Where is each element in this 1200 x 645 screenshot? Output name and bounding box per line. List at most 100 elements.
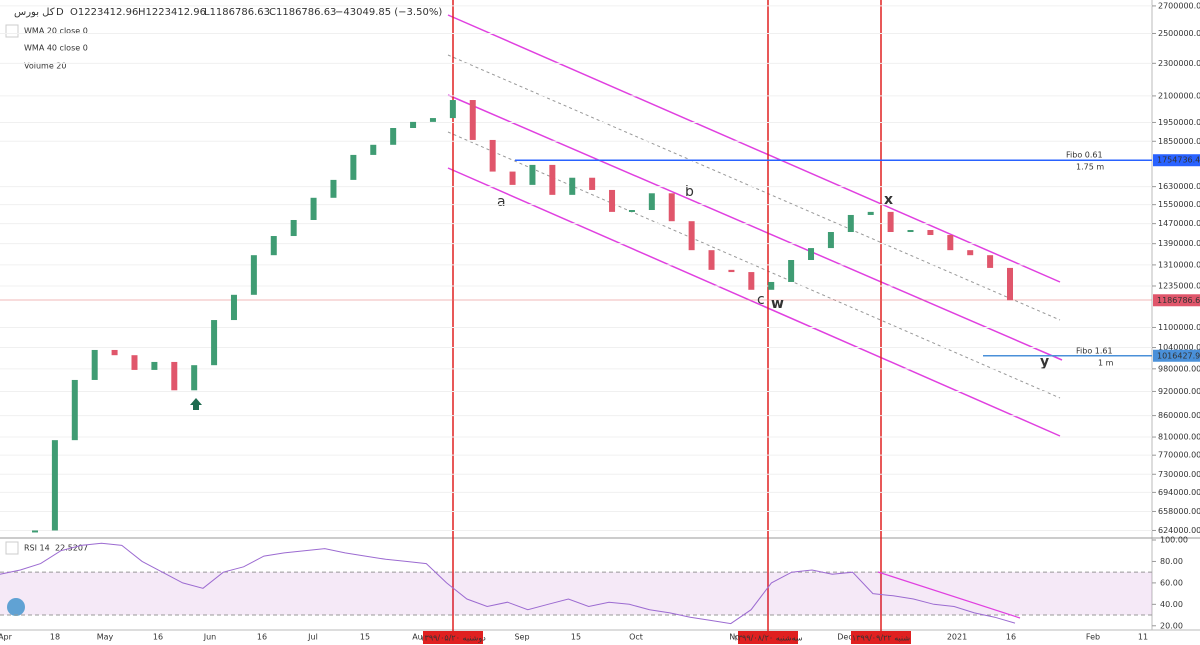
- channel-line: [447, 94, 1063, 361]
- x-tick-label: Oct: [629, 633, 643, 642]
- y-tick-label: 1470000.00: [1158, 219, 1200, 228]
- x-tick-label: 16: [153, 633, 163, 642]
- fibo-sub: 1 m: [1098, 358, 1114, 367]
- x-tick-label: 16: [1006, 633, 1016, 642]
- candle: [907, 230, 914, 233]
- y-tick-label: 1950000.00: [1158, 118, 1200, 127]
- candle: [987, 255, 994, 268]
- arrow-up: [190, 398, 202, 410]
- symbol: کل بورس: [14, 7, 55, 18]
- candle: [211, 320, 218, 366]
- x-tick-label: Apr: [0, 633, 13, 642]
- y-tick-label: 100.00: [1160, 536, 1188, 545]
- candle: [847, 214, 854, 233]
- channel-line: [447, 14, 1061, 283]
- collapse-button[interactable]: [5, 24, 19, 38]
- candle: [489, 139, 496, 172]
- candle: [967, 250, 974, 256]
- candle: [668, 193, 675, 222]
- y-tick-label: 80.00: [1160, 557, 1183, 566]
- indicator: Volume 20: [24, 62, 66, 71]
- x-tick-label: 15: [571, 633, 581, 642]
- date-marker: [851, 631, 911, 644]
- ohlc-low: L1186786.63: [204, 7, 270, 18]
- x-tick-label: 11: [1138, 633, 1148, 642]
- x-tick-label: 2021: [947, 633, 967, 642]
- candle: [350, 154, 357, 180]
- candle: [569, 177, 576, 195]
- candle: [410, 121, 417, 128]
- candle: [131, 355, 138, 370]
- date-marker-label: دوشنبه ۱۳۹۹/۰۵/۲۰: [420, 634, 486, 643]
- y-tick-label: 1100000.00: [1158, 323, 1200, 332]
- candle: [429, 118, 436, 122]
- wave-label: y: [1040, 354, 1049, 370]
- y-tick-label: 920000.00: [1158, 387, 1200, 396]
- y-tick-label: 1040000.00: [1158, 343, 1200, 352]
- x-tick-label: Nov: [729, 633, 745, 642]
- candle: [867, 211, 874, 215]
- candle: [151, 361, 158, 370]
- candle: [927, 230, 934, 236]
- indicator: WMA 20 close 0: [24, 27, 88, 36]
- candle: [449, 100, 456, 119]
- price-tag: [1153, 349, 1200, 362]
- candle: [111, 349, 118, 356]
- rsi-title: RSI 14: [24, 544, 50, 553]
- settings-icon[interactable]: [1170, 631, 1192, 644]
- y-tick-label: 1390000.00: [1158, 239, 1200, 248]
- y-tick-label: 2500000.00: [1158, 29, 1200, 38]
- candle: [270, 236, 277, 256]
- y-tick-label: 2100000.00: [1158, 91, 1200, 100]
- candle: [71, 379, 78, 441]
- y-tick-label: 624000.00: [1158, 526, 1200, 535]
- candle: [191, 365, 198, 391]
- price-tag-label: 1016427.93: [1157, 351, 1200, 360]
- candle: [91, 349, 98, 380]
- collapse-button[interactable]: [5, 541, 19, 555]
- price-tag-label: 1754736.49: [1157, 156, 1200, 165]
- y-tick-label: 980000.00: [1158, 364, 1200, 373]
- fibo-label: Fibo 0.61: [1066, 151, 1103, 160]
- logo: [7, 598, 25, 616]
- interval: D: [56, 7, 64, 18]
- wave-label: b: [685, 184, 694, 200]
- wave-label: a: [497, 194, 506, 210]
- x-tick-label: Jul: [307, 633, 318, 642]
- y-tick-label: 1310000.00: [1158, 260, 1200, 269]
- price-tag: [1153, 154, 1200, 167]
- candle: [509, 171, 516, 185]
- wave-label: x: [884, 192, 893, 208]
- change: −43049.85 (−3.50%): [335, 7, 442, 18]
- y-tick-label: 860000.00: [1158, 411, 1200, 420]
- date-marker: [423, 631, 483, 644]
- candle: [609, 189, 616, 212]
- candle: [628, 210, 635, 213]
- candle: [1007, 267, 1013, 301]
- rsi-trendline: [877, 571, 1021, 619]
- candle: [529, 164, 536, 185]
- candle: [171, 361, 178, 391]
- x-tick-label: Aug: [412, 633, 428, 642]
- x-tick-label: 15: [360, 633, 370, 642]
- x-tick-label: Feb: [1086, 633, 1100, 642]
- candle: [390, 127, 397, 145]
- candle: [688, 221, 695, 251]
- y-tick-label: 40.00: [1160, 600, 1183, 609]
- x-tick-label: Dec: [837, 633, 852, 642]
- candle: [827, 232, 834, 249]
- rsi-band: [0, 572, 1152, 616]
- y-tick-label: 730000.00: [1158, 470, 1200, 479]
- date-marker-label: سه‌شنبه ۱۳۹۹/۰۸/۲۰: [733, 634, 802, 643]
- candle: [589, 177, 596, 190]
- ohlc-high: H1223412.96: [138, 7, 206, 18]
- y-tick-label: 694000.00: [1158, 488, 1200, 497]
- candle: [748, 272, 755, 290]
- price-tag-label: 1186786.63: [1157, 296, 1200, 305]
- fibo-label: Fibo 1.61: [1076, 346, 1113, 355]
- y-tick-label: 1550000.00: [1158, 200, 1200, 209]
- y-tick-label: 770000.00: [1158, 451, 1200, 460]
- candle: [370, 144, 377, 155]
- date-marker: [738, 631, 798, 644]
- x-tick-label: May: [97, 633, 114, 642]
